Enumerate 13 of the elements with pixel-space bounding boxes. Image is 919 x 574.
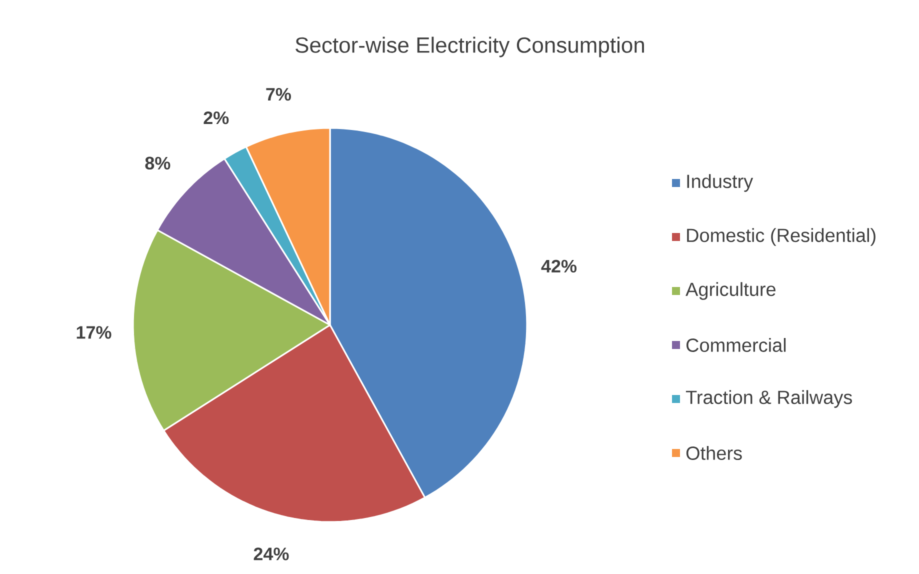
legend-label: Industry bbox=[687, 174, 754, 192]
legend-label: Commercial bbox=[686, 338, 786, 352]
legend-label: Domestic (Residential) bbox=[687, 228, 876, 246]
data-label: 17% bbox=[76, 326, 112, 339]
legend-label: Agriculture bbox=[686, 282, 776, 300]
legend-label: Traction & Railways bbox=[686, 390, 852, 408]
chart-title: Sector-wise Electricity Consumption bbox=[296, 36, 644, 58]
data-label: 2% bbox=[204, 111, 229, 124]
data-label: 24% bbox=[254, 548, 289, 560]
data-label: 8% bbox=[145, 156, 170, 170]
legend-label: Others bbox=[686, 446, 742, 460]
data-label: 7% bbox=[266, 88, 291, 101]
data-label: 42% bbox=[541, 260, 577, 273]
